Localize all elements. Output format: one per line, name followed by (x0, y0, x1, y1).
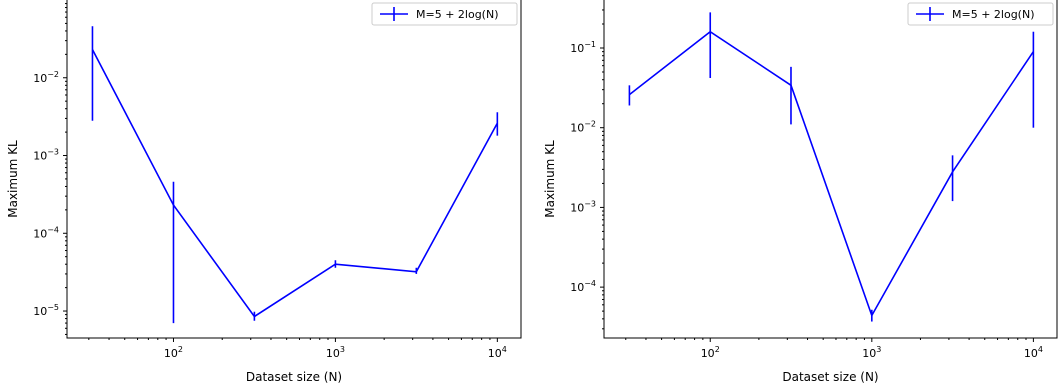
y-tick-exponent: −4 (584, 279, 596, 288)
y-tick-exponent: −2 (584, 120, 596, 129)
y-tick-label: 10−4 (570, 279, 596, 294)
series-line (91, 49, 499, 318)
x-tick-label: 102 (701, 345, 720, 360)
y-tick-exponent: −2 (47, 70, 59, 79)
y-tick-label: 10−3 (33, 148, 59, 163)
legend: M=5 + 2log(N) (907, 2, 1054, 26)
legend-label: M=5 + 2log(N) (952, 8, 1035, 21)
y-tick-label: 10−1 (570, 40, 596, 55)
y-tick-exponent: −3 (584, 199, 596, 208)
plot-area (91, 26, 499, 324)
y-axis-label: Maximum KL (543, 140, 557, 218)
y-tick-label: 10−5 (33, 303, 59, 318)
x-tick-base: 10 (488, 347, 502, 360)
y-tick-label: 10−3 (570, 199, 596, 214)
x-tick-exponent: 2 (715, 345, 720, 354)
x-tick-base: 10 (701, 347, 715, 360)
legend-box (907, 2, 1054, 26)
axes-frame (66, 0, 522, 339)
legend: M=5 + 2log(N) (371, 2, 518, 26)
axes-frame (603, 0, 1058, 339)
y-tick-label: 10−2 (570, 120, 596, 135)
x-tick-base: 10 (1024, 347, 1038, 360)
x-tick-label: 103 (326, 345, 345, 360)
x-tick-exponent: 4 (502, 345, 507, 354)
y-tick-base: 10 (33, 72, 47, 85)
y-tick-exponent: −1 (584, 40, 596, 49)
y-tick-base: 10 (570, 42, 584, 55)
y-tick-label: 10−2 (33, 70, 59, 85)
x-tick-exponent: 2 (178, 345, 183, 354)
y-tick-base: 10 (33, 227, 47, 240)
y-tick-exponent: −4 (47, 225, 59, 234)
x-tick-exponent: 3 (340, 345, 345, 354)
y-tick-exponent: −5 (47, 303, 59, 312)
y-tick-base: 10 (570, 281, 584, 294)
x-axis-label: Dataset size (N) (246, 370, 342, 384)
x-tick-exponent: 3 (876, 345, 881, 354)
x-tick-label: 103 (862, 345, 881, 360)
x-tick-base: 10 (862, 347, 876, 360)
x-tick-exponent: 4 (1038, 345, 1043, 354)
plot-area (628, 12, 1035, 322)
x-axis-label: Dataset size (N) (782, 370, 878, 384)
y-tick-exponent: −3 (47, 148, 59, 157)
y-tick-base: 10 (33, 305, 47, 318)
x-tick-base: 10 (326, 347, 340, 360)
x-tick-label: 104 (1024, 345, 1043, 360)
y-tick-label: 10−4 (33, 225, 59, 240)
series-line (628, 30, 1035, 318)
x-tick-base: 10 (164, 347, 178, 360)
legend-label: M=5 + 2log(N) (416, 8, 499, 21)
x-tick-label: 104 (488, 345, 507, 360)
y-tick-base: 10 (570, 122, 584, 135)
y-axis-label: Maximum KL (6, 140, 20, 218)
y-tick-base: 10 (33, 150, 47, 163)
legend-box (371, 2, 518, 26)
y-tick-base: 10 (570, 201, 584, 214)
x-tick-label: 102 (164, 345, 183, 360)
